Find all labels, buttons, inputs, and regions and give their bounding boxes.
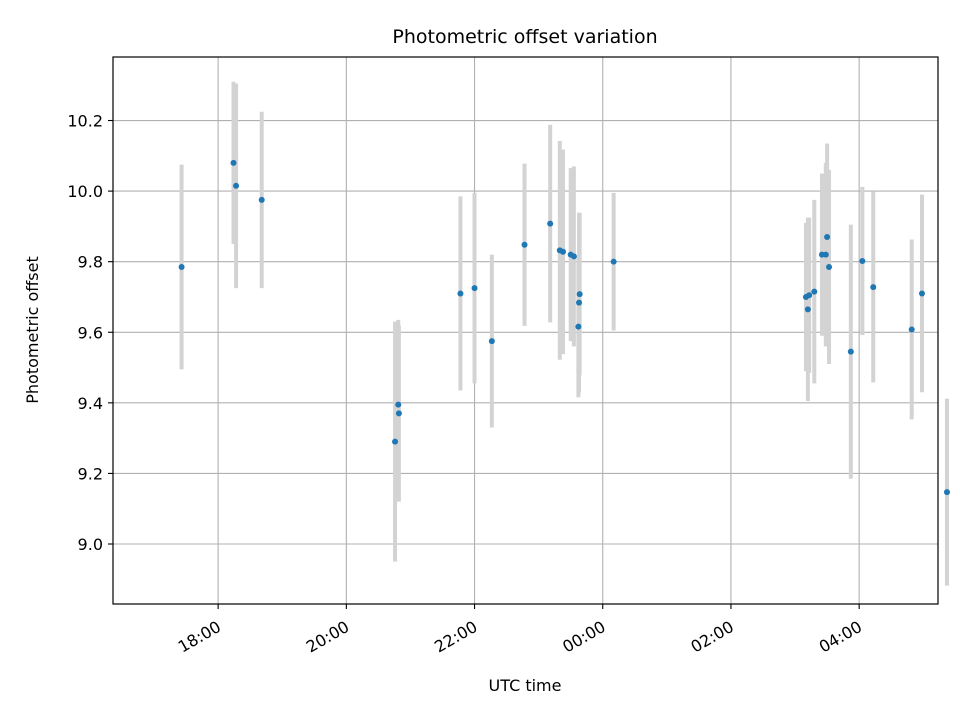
data-point bbox=[488, 338, 495, 345]
data-point bbox=[804, 306, 811, 313]
data-point bbox=[826, 263, 833, 270]
data-point bbox=[824, 233, 831, 240]
data-point bbox=[943, 489, 950, 496]
data-points bbox=[178, 159, 950, 496]
y-tick-label: 9.8 bbox=[78, 253, 103, 272]
data-point bbox=[859, 257, 866, 264]
plot-frame bbox=[112, 56, 939, 605]
data-point bbox=[471, 285, 478, 292]
x-axis-label: UTC time bbox=[489, 676, 562, 695]
data-point bbox=[258, 196, 265, 203]
data-point bbox=[908, 326, 915, 333]
y-tick-label: 9.6 bbox=[78, 323, 103, 342]
y-tick-label: 10.2 bbox=[67, 112, 103, 131]
data-point bbox=[395, 401, 402, 408]
y-tick-label: 10.0 bbox=[67, 182, 103, 201]
y-tick-label: 9.0 bbox=[78, 535, 103, 554]
data-point bbox=[847, 348, 854, 355]
data-point bbox=[576, 291, 583, 298]
data-point bbox=[575, 323, 582, 330]
y-tick-label: 9.4 bbox=[78, 394, 103, 413]
y-axis: 9.0 9.2 9.4 9.6 9.8 10.0 10.2 bbox=[67, 112, 113, 554]
data-point bbox=[233, 182, 240, 189]
data-point bbox=[560, 248, 566, 255]
data-point bbox=[395, 410, 402, 417]
data-point bbox=[811, 288, 818, 295]
data-point bbox=[521, 241, 528, 248]
data-point bbox=[178, 263, 185, 270]
data-point bbox=[457, 290, 464, 297]
data-point bbox=[570, 253, 577, 260]
data-point bbox=[822, 251, 829, 258]
data-point bbox=[576, 299, 583, 306]
y-tick-label: 9.2 bbox=[78, 464, 103, 483]
data-point bbox=[918, 290, 925, 297]
chart-title: Photometric offset variation bbox=[392, 26, 657, 48]
data-point bbox=[547, 220, 554, 227]
y-axis-label: Photometric offset bbox=[23, 256, 42, 404]
data-point bbox=[806, 292, 813, 299]
data-point bbox=[610, 258, 617, 265]
data-point bbox=[230, 159, 237, 166]
data-point bbox=[870, 284, 877, 291]
data-point bbox=[392, 438, 399, 445]
